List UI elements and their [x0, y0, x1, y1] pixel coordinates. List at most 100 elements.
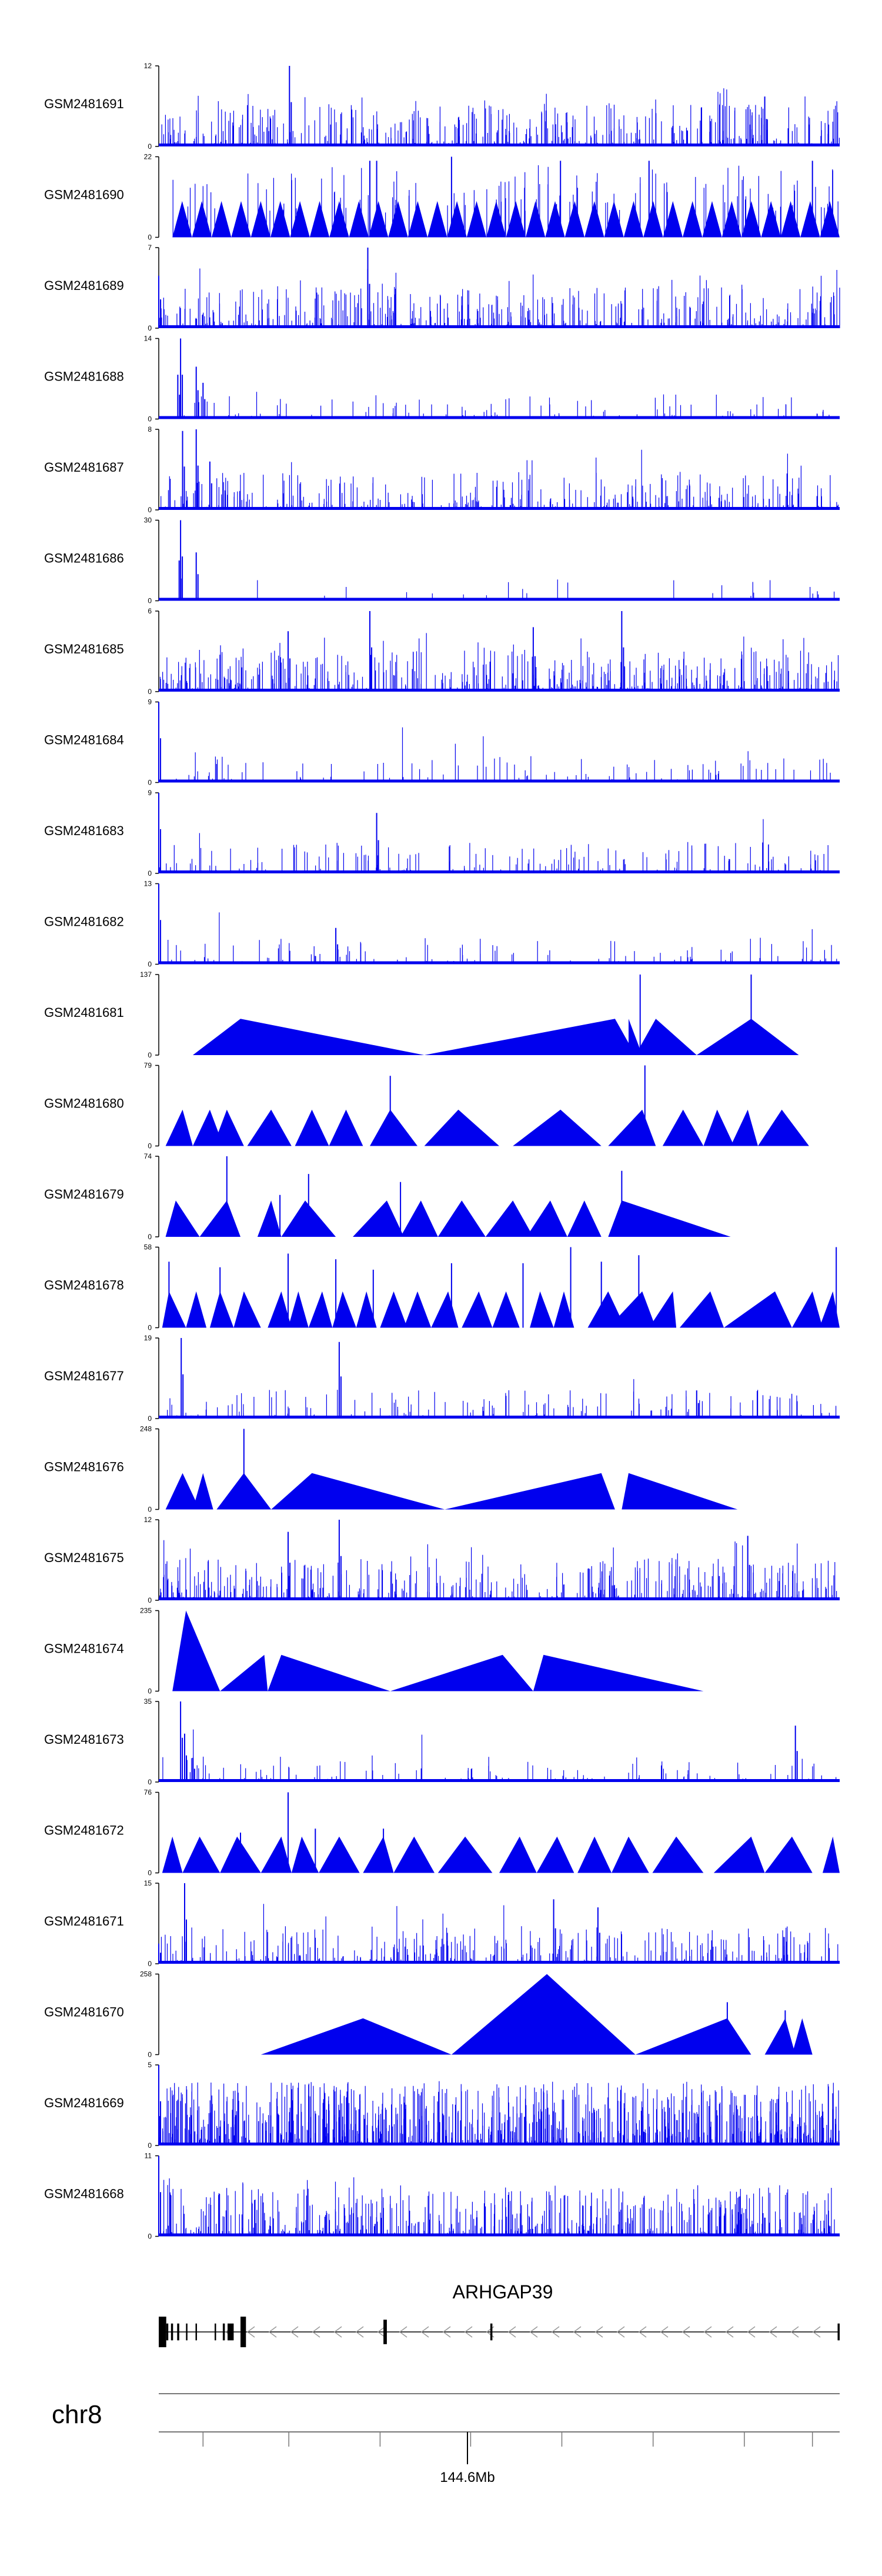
coverage-peak: [639, 975, 752, 1055]
genome-axis-ticks: [202, 2432, 813, 2447]
coverage-baseline: [159, 1416, 840, 1419]
y-max-label: 11: [145, 2152, 152, 2160]
y-min-label: 0: [148, 142, 152, 151]
coverage-signal: [165, 1109, 809, 1146]
coverage-baseline: [159, 779, 840, 783]
track-GSM2481670: GSM2481670 258 0: [44, 1970, 813, 2059]
coverage-peak: [181, 1338, 699, 1419]
track-label: GSM2481680: [44, 1096, 124, 1111]
coverage-baseline: [159, 507, 840, 510]
track-label: GSM2481675: [44, 1550, 124, 1565]
track-GSM2481676: GSM2481676 248 0: [44, 1425, 738, 1514]
track-GSM2481689: GSM2481689 7 0: [44, 243, 840, 332]
track-label: GSM2481674: [44, 1641, 124, 1656]
coverage-peak: [369, 156, 813, 238]
track-label: GSM2481681: [44, 1005, 124, 1020]
coverage-signal: [165, 1473, 738, 1510]
track-label: GSM2481686: [44, 551, 124, 566]
coverage-peak: [158, 883, 339, 965]
coverage-signal: [159, 449, 838, 510]
track-label: GSM2481677: [44, 1369, 124, 1383]
track-label: GSM2481685: [44, 642, 124, 656]
coverage-spike-lines: [172, 165, 838, 238]
y-max-label: 5: [148, 2061, 152, 2069]
gene-exon: [490, 2323, 493, 2341]
track-GSM2481683: GSM2481683 9 0: [44, 789, 840, 877]
coverage-signal: [159, 268, 840, 328]
y-min-label: 0: [148, 506, 152, 514]
y-max-label: 22: [144, 153, 152, 161]
y-min-label: 0: [148, 597, 152, 605]
coverage-baseline: [159, 870, 840, 873]
gene-track: ARHGAP39: [159, 2281, 840, 2347]
y-max-label: 9: [148, 789, 152, 797]
gene-exon: [195, 2323, 197, 2341]
coverage-baseline: [159, 961, 840, 965]
coverage-baseline: [159, 1779, 840, 1782]
coverage-peak: [240, 1792, 385, 1873]
y-min-label: 0: [148, 2141, 152, 2150]
y-min-label: 0: [148, 2233, 152, 2241]
y-max-label: 12: [144, 1516, 152, 1524]
track-label: GSM2481676: [44, 1460, 124, 1474]
track-GSM2481672: GSM2481672 76 0: [44, 1788, 840, 1877]
gene-exon: [171, 2323, 173, 2341]
y-min-label: 0: [148, 1687, 152, 1696]
y-max-label: 58: [144, 1243, 152, 1252]
track-GSM2481690: GSM2481690 22 0: [44, 153, 840, 242]
gene-exon: [837, 2323, 840, 2341]
gene-exon: [166, 2323, 169, 2341]
y-min-label: 0: [148, 1324, 152, 1332]
track-label: GSM2481684: [44, 733, 124, 748]
track-GSM2481681: GSM2481681 137 0: [44, 970, 799, 1059]
track-GSM2481691: GSM2481691 12 0: [44, 62, 840, 151]
coverage-baseline: [159, 2143, 840, 2145]
coverage-baseline: [159, 1597, 840, 1600]
track-GSM2481687: GSM2481687 8 0: [44, 425, 840, 514]
track-label: GSM2481683: [44, 823, 124, 838]
track-GSM2481668: GSM2481668 11 0: [44, 2152, 840, 2241]
y-max-label: 8: [148, 425, 152, 433]
coverage-signal: [159, 1540, 839, 1600]
coverage-peak: [182, 429, 212, 510]
coverage-peak: [158, 793, 379, 873]
y-max-label: 248: [140, 1425, 152, 1433]
coverage-signal: [160, 2177, 840, 2237]
track-GSM2481682: GSM2481682 13 0: [44, 880, 840, 969]
coverage-signal: [159, 819, 828, 873]
y-min-label: 0: [148, 688, 152, 696]
track-label: GSM2481672: [44, 1823, 124, 1838]
strand-direction-arrows: [225, 2326, 821, 2338]
gene-exon: [215, 2323, 216, 2341]
y-max-label: 76: [144, 1788, 152, 1797]
y-min-label: 0: [148, 1960, 152, 1968]
gene-exon: [228, 2323, 234, 2341]
axis-tick-label: 144.6Mb: [440, 2470, 495, 2485]
track-GSM2481673: GSM2481673 35 0: [44, 1697, 840, 1786]
coverage-signal: [159, 88, 840, 146]
y-min-label: 0: [148, 415, 152, 423]
track-label: GSM2481679: [44, 1187, 124, 1202]
coverage-baseline: [159, 144, 840, 146]
y-min-label: 0: [148, 2051, 152, 2059]
y-max-label: 15: [144, 1879, 152, 1887]
y-min-label: 0: [148, 1414, 152, 1423]
y-min-label: 0: [148, 1869, 152, 1877]
coverage-baseline: [159, 689, 840, 692]
coverage-baseline: [159, 598, 840, 601]
y-max-label: 235: [140, 1607, 152, 1615]
coverage-peak: [180, 1701, 798, 1782]
gene-exon: [159, 2317, 166, 2347]
y-max-label: 6: [148, 607, 152, 615]
track-label: GSM2481668: [44, 2187, 124, 2201]
gene-exon: [383, 2320, 387, 2344]
y-max-label: 30: [144, 516, 152, 525]
coverage-peak: [168, 1247, 837, 1328]
gene-exon: [222, 2323, 225, 2341]
y-max-label: 74: [144, 1152, 152, 1160]
track-label: GSM2481688: [44, 369, 124, 384]
coverage-peak: [158, 248, 370, 328]
coverage-peak: [726, 2002, 786, 2055]
track-GSM2481684: GSM2481684 9 0: [44, 698, 840, 787]
